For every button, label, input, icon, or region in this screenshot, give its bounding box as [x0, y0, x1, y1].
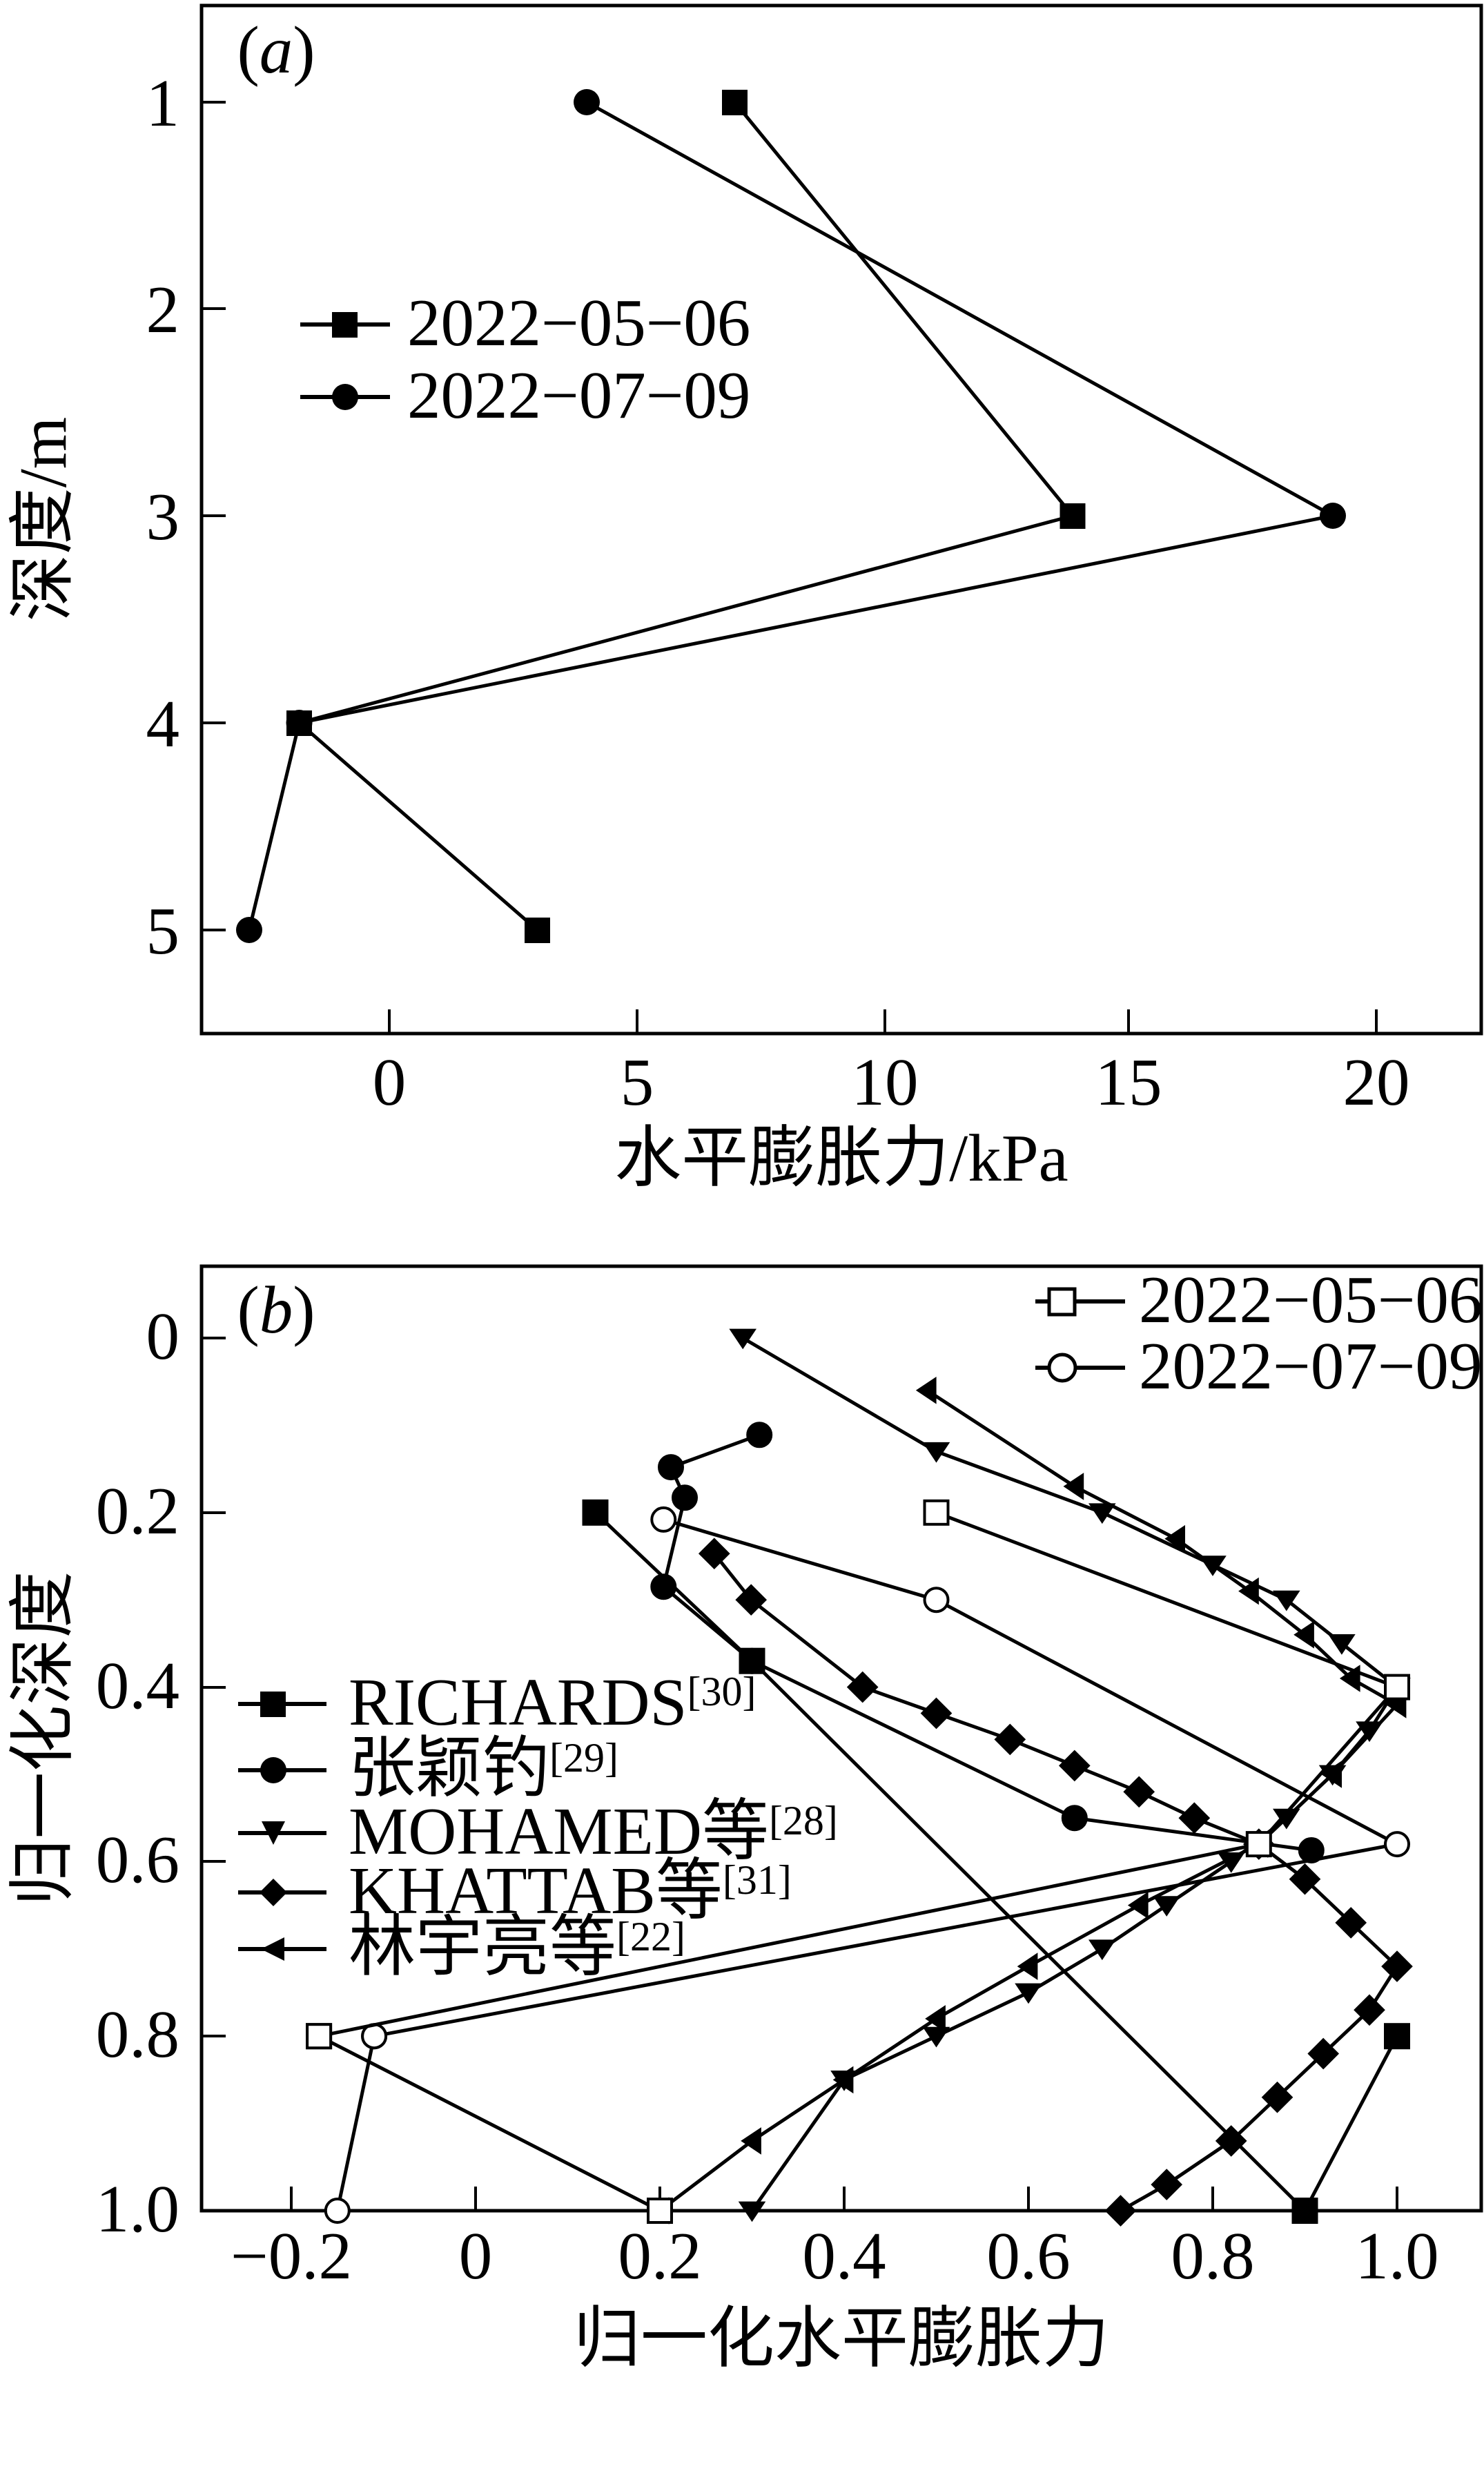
svg-text:(b): (b) — [237, 1273, 315, 1347]
svg-text:2022−07−09: 2022−07−09 — [1139, 1329, 1482, 1403]
svg-text:归一化水平膨胀力: 归一化水平膨胀力 — [574, 2302, 1109, 2376]
svg-text:0.6: 0.6 — [986, 2219, 1070, 2293]
svg-text:0.6: 0.6 — [96, 1823, 179, 1897]
svg-text:10: 10 — [852, 1045, 919, 1119]
svg-text:15: 15 — [1095, 1045, 1162, 1119]
svg-text:0.2: 0.2 — [618, 2219, 701, 2293]
svg-text:0.2: 0.2 — [96, 1474, 179, 1548]
svg-text:2022−05−06: 2022−05−06 — [1139, 1263, 1482, 1337]
svg-text:0.8: 0.8 — [96, 1997, 179, 2071]
svg-text:(a): (a) — [237, 13, 315, 87]
svg-text:20: 20 — [1343, 1045, 1410, 1119]
svg-text:1.0: 1.0 — [1355, 2219, 1438, 2293]
svg-text:1: 1 — [146, 66, 180, 140]
svg-text:0: 0 — [459, 2219, 493, 2293]
svg-text:2022−05−06: 2022−05−06 — [407, 286, 750, 360]
svg-text:水平膨胀力/kPa: 水平膨胀力/kPa — [614, 1121, 1068, 1195]
svg-text:4: 4 — [146, 687, 180, 761]
svg-text:1.0: 1.0 — [96, 2172, 179, 2246]
svg-text:3: 3 — [146, 480, 180, 554]
svg-text:归一化深度: 归一化深度 — [6, 1571, 80, 1906]
svg-text:5: 5 — [146, 894, 180, 968]
svg-text:0: 0 — [146, 1299, 180, 1373]
svg-text:2: 2 — [146, 273, 180, 347]
svg-text:0: 0 — [373, 1045, 407, 1119]
svg-text:0.4: 0.4 — [96, 1649, 179, 1723]
svg-text:0.4: 0.4 — [802, 2219, 886, 2293]
svg-text:深度/m: 深度/m — [6, 417, 80, 621]
svg-text:0.8: 0.8 — [1171, 2219, 1254, 2293]
svg-text:2022−07−09: 2022−07−09 — [407, 358, 750, 432]
svg-text:5: 5 — [621, 1045, 654, 1119]
svg-text:−0.2: −0.2 — [231, 2219, 352, 2293]
